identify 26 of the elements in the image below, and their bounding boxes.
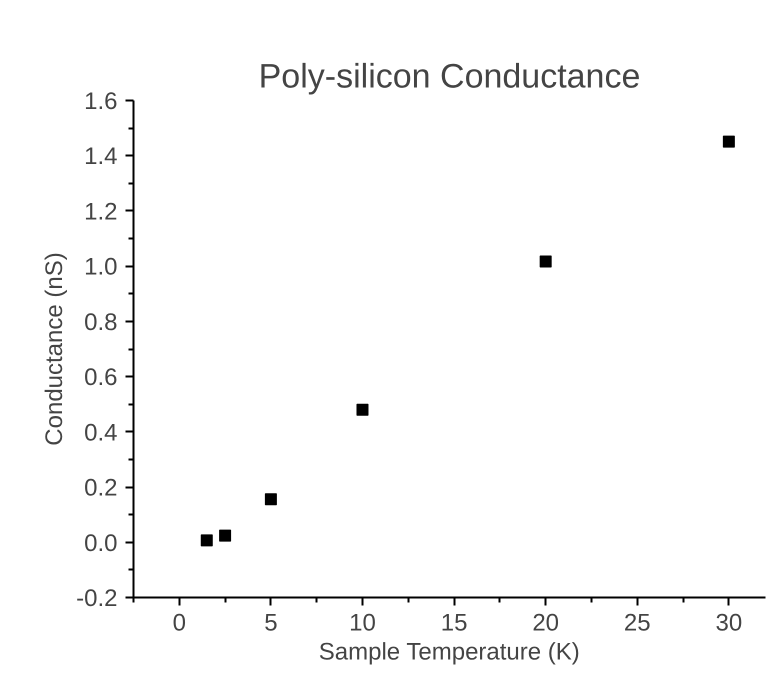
x-tick-label: 0 [172,610,186,636]
x-tick-label: 20 [532,610,560,636]
x-tick-label: 25 [624,610,651,636]
y-tick-label: 0.6 [84,364,118,392]
y-tick-label: 0.4 [84,419,118,446]
y-axis-title: Conductance (nS) [41,252,68,446]
point [540,255,552,268]
point [200,534,213,546]
x-tick-label: 10 [349,610,376,636]
point [219,530,232,542]
y-tick-label: 1.2 [84,198,118,226]
x-axis-title: Sample Temperature (K) [318,638,580,666]
y-tick-label: 0.2 [84,474,118,502]
y-tick-label: 1.0 [84,254,118,281]
x-tick-label: 15 [440,610,468,636]
x-tick-label: 5 [264,610,278,636]
y-tick-label: -0.2 [76,585,118,612]
point [264,493,277,506]
point [722,136,735,148]
y-tick-label: 0.8 [84,308,118,336]
y-tick-label: 1.4 [84,143,118,170]
chart-title: Poly-silicon Conductance [258,58,640,96]
y-tick-label: 1.6 [84,88,118,115]
y-tick-label: 0.0 [84,530,118,557]
point [356,404,368,416]
x-tick-label: 30 [716,610,742,636]
